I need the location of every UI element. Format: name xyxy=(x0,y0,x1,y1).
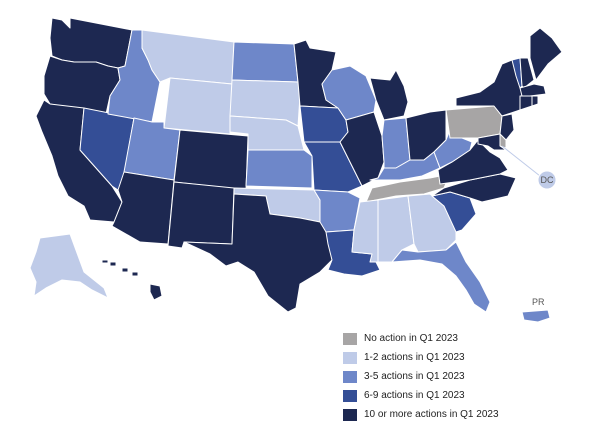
state-west-virginia[interactable] xyxy=(433,129,473,169)
legend-item: 3-5 actions in Q1 2023 xyxy=(343,367,583,386)
legend-swatch xyxy=(343,408,357,421)
state-hawaii[interactable] xyxy=(101,259,163,301)
state-indiana[interactable] xyxy=(381,117,411,169)
state-vermont[interactable] xyxy=(511,57,523,89)
state-pennsylvania[interactable] xyxy=(445,105,503,139)
state-montana[interactable] xyxy=(141,29,235,85)
state-alaska[interactable] xyxy=(29,233,109,299)
state-maine[interactable] xyxy=(529,27,563,81)
legend-label: 6-9 actions in Q1 2023 xyxy=(364,390,465,401)
state-kansas[interactable] xyxy=(245,149,313,189)
legend-item: 6-9 actions in Q1 2023 xyxy=(343,386,583,405)
state-colorado[interactable] xyxy=(173,129,249,191)
state-wyoming[interactable] xyxy=(163,77,233,135)
dc-leader-line xyxy=(501,145,541,177)
legend-label: 1-2 actions in Q1 2023 xyxy=(364,352,465,363)
legend-swatch xyxy=(343,332,357,345)
state-dc[interactable] xyxy=(537,170,557,190)
legend-item: No action in Q1 2023 xyxy=(343,329,583,348)
state-kentucky[interactable] xyxy=(369,151,441,181)
state-florida[interactable] xyxy=(391,241,491,313)
legend-item: 1-2 actions in Q1 2023 xyxy=(343,348,583,367)
state-texas[interactable] xyxy=(183,193,333,313)
state-new-jersey[interactable] xyxy=(499,113,515,141)
legend-label: 3-5 actions in Q1 2023 xyxy=(364,371,465,382)
state-maryland[interactable] xyxy=(477,133,507,151)
state-new-hampshire[interactable] xyxy=(519,57,535,89)
state-new-mexico[interactable] xyxy=(167,181,235,249)
dc-label: DC xyxy=(541,175,554,185)
pr-label: PR xyxy=(532,297,545,307)
state-michigan[interactable] xyxy=(369,69,409,121)
legend: No action in Q1 2023 1-2 actions in Q1 2… xyxy=(343,329,583,424)
legend-swatch xyxy=(343,370,357,383)
state-arizona[interactable] xyxy=(111,171,175,245)
legend-item: 10 or more actions in Q1 2023 xyxy=(343,405,583,424)
state-illinois[interactable] xyxy=(339,111,385,187)
state-puerto-rico[interactable] xyxy=(521,309,551,323)
state-north-dakota[interactable] xyxy=(231,41,299,83)
legend-label: 10 or more actions in Q1 2023 xyxy=(364,409,499,420)
state-connecticut[interactable] xyxy=(519,95,533,111)
legend-label: No action in Q1 2023 xyxy=(364,333,458,344)
state-rhode-island[interactable] xyxy=(531,95,539,107)
legend-swatch xyxy=(343,351,357,364)
legend-swatch xyxy=(343,389,357,402)
